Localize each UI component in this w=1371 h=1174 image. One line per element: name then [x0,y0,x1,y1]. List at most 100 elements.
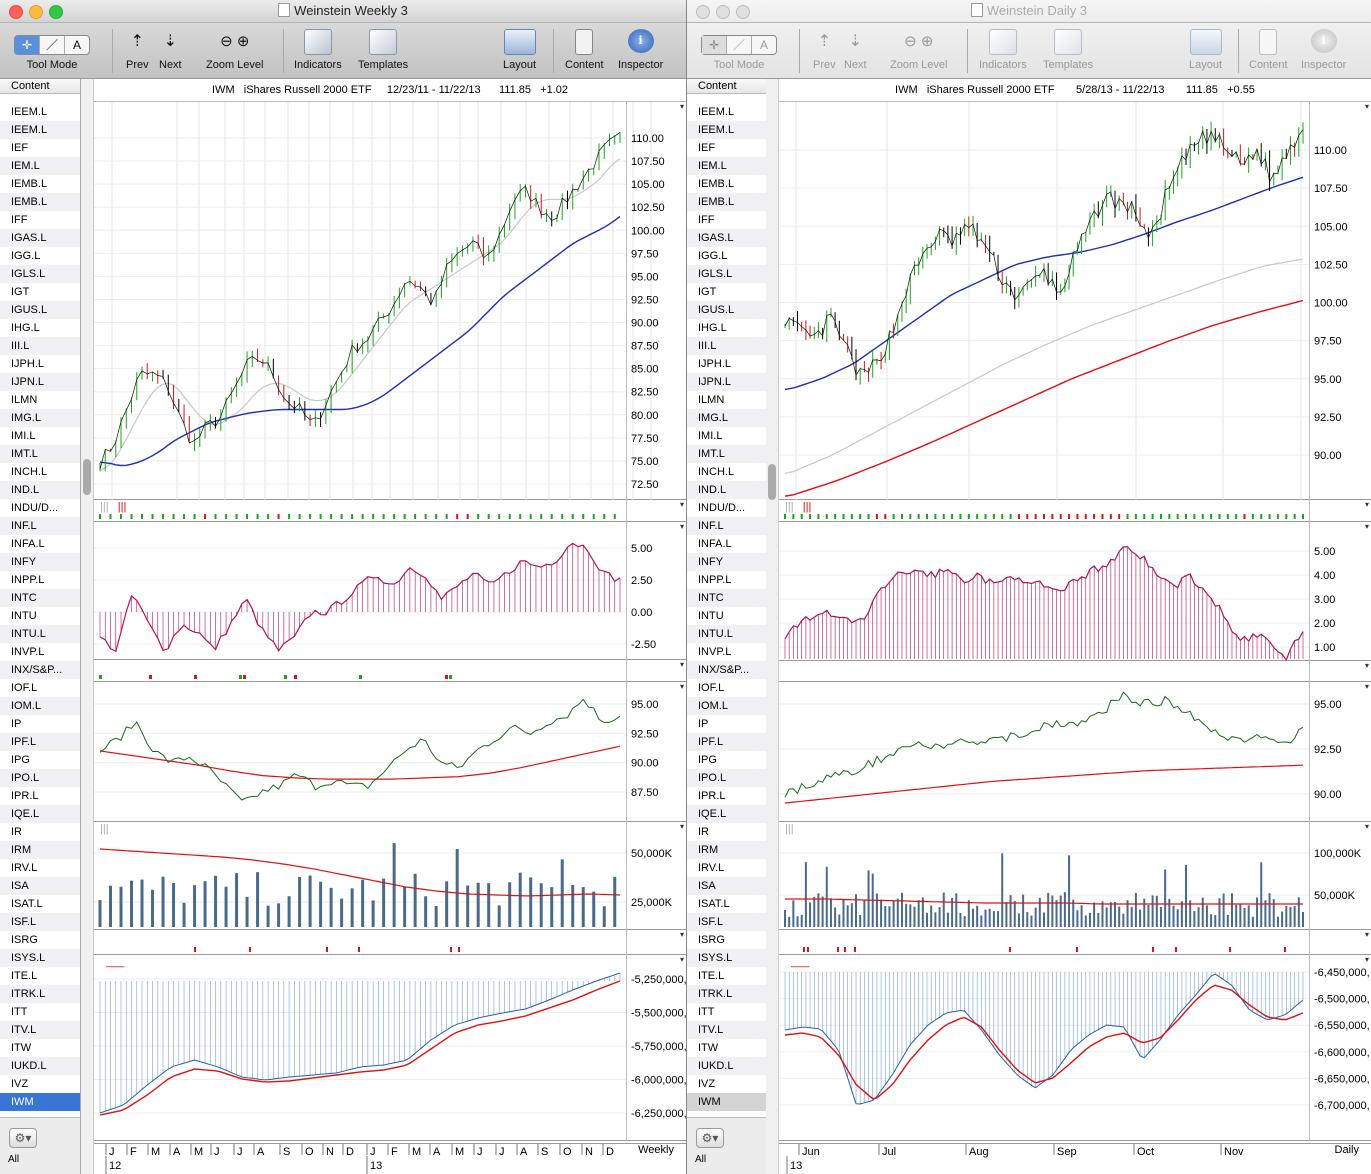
symbol-list-item[interactable]: INPP.L [11,574,45,586]
symbol-list-item[interactable]: III.L [687,337,767,355]
symbol-list-item[interactable]: ITT [11,1006,28,1018]
symbol-list-item[interactable]: IMG.L [687,409,767,427]
zoom-in-icon[interactable]: ⊕ [236,33,250,50]
scroll-thumb[interactable] [83,459,91,495]
symbol-list-item[interactable]: IPO.L [687,769,767,787]
content-button[interactable]: Content [565,29,604,71]
wma-trend-pane[interactable]: ▾ ||| ||| [779,500,1371,522]
symbol-list-item[interactable]: ITW [698,1042,719,1054]
symbol-list-item[interactable]: IVZ [698,1078,716,1090]
pane-menu-icon[interactable]: ▾ [1364,500,1369,509]
symbol-list-item[interactable]: ISYS.L [687,949,767,967]
symbol-list-item[interactable]: ISRG [11,934,38,946]
minimize-window-button[interactable] [29,5,43,19]
zoom-level-control[interactable]: ⊖ ⊕ Zoom Level [206,33,264,71]
symbol-list-item[interactable]: IEEM.L [698,106,735,118]
pane-menu-icon[interactable]: ▾ [679,822,684,831]
symbol-list-item[interactable]: IR [698,826,709,838]
symbol-list[interactable]: IEEM.L IEEM.L IEF IEM.L IEMB.L IEMB.L IFF IGAS.… [0,103,80,1111]
price-pane[interactable]: 110.00 107.50 105.00 102.50 100.00 97.50 95.00… [94,102,686,500]
symbol-list-item[interactable]: ITV.L [0,1021,80,1039]
pane-menu-icon[interactable]: ▾ [1364,102,1369,111]
symbol-list-item[interactable]: ITV.L [687,1021,767,1039]
symbol-list-item[interactable]: IEMB.L [0,193,80,211]
time-axis[interactable]: J F M A M J J A S O N D J F M A M J J A S O N D 12 13 Weekly [94,1143,686,1174]
scroll-thumb[interactable] [768,464,776,500]
symbol-list-item[interactable]: INF.L [687,517,767,535]
pane-menu-icon[interactable]: ▾ [1364,822,1369,831]
indicators-button[interactable]: Indicators [979,29,1027,71]
symbol-list-item[interactable]: IGG.L [698,250,728,262]
symbol-list-item[interactable]: IFF [698,214,715,226]
symbol-list-item[interactable]: INPP.L [698,574,732,586]
line-tool-icon[interactable]: ／ [40,36,65,54]
symbol-list-item[interactable]: IQE.L [687,805,767,823]
symbol-list-item[interactable]: IMI.L [11,430,36,442]
zoom-in-icon[interactable]: ⊕ [920,33,934,50]
periodicity-label[interactable]: Daily [1334,1144,1359,1156]
symbol-list-item[interactable]: IRV.L [698,862,725,874]
tool-mode-control[interactable]: ✛ ／ A Tool Mode [701,29,777,71]
zoom-window-button[interactable] [49,5,63,19]
periodicity-label[interactable]: Weekly [638,1144,674,1156]
volume-pane[interactable]: 50,000K 25,000K ▾ ||| [94,822,686,930]
pane-menu-icon[interactable]: ▾ [1364,661,1369,670]
zoom-out-icon[interactable]: ⊖ [904,33,917,50]
next-button[interactable]: ⇣ Next [844,29,867,71]
symbol-list-item[interactable]: IQE.L [0,805,80,823]
symbol-list-item[interactable]: III.L [0,337,80,355]
symbol-list-item[interactable]: ITE.L [698,970,725,982]
symbol-list-item[interactable]: IPF.L [687,733,767,751]
symbol-list-item[interactable]: ISF.L [687,913,767,931]
symbol-list-item[interactable]: INDU/D... [11,502,59,514]
zoom-level-control[interactable]: ⊖ ⊕ Zoom Level [890,33,948,71]
symbol-list[interactable]: IEEM.L IEEM.L IEF IEM.L IEMB.L IEMB.L IFF IGAS.… [687,103,767,1111]
pane-menu-icon[interactable]: ▾ [679,102,684,111]
symbol-list-item[interactable]: IEF [11,142,29,154]
symbol-list-item[interactable]: IEEM.L [11,106,48,118]
symbol-list-item[interactable]: INFA.L [11,538,45,550]
prev-button[interactable]: ⇡ Prev [813,29,836,71]
symbol-list-item[interactable]: IGT [11,286,30,298]
symbol-list-item[interactable]: ISF.L [0,913,80,931]
text-tool-icon[interactable]: A [759,38,768,52]
symbol-list-item[interactable]: IMT.L [687,445,767,463]
prev-button[interactable]: ⇡ Prev [126,29,149,71]
symbol-list-item[interactable]: ITRK.L [0,985,80,1003]
symbol-list-item[interactable]: ISA [687,877,767,895]
symbol-list-item[interactable]: IGAS.L [0,229,80,247]
templates-button[interactable]: Templates [1043,29,1093,71]
symbol-list-item[interactable]: IEMB.L [687,193,767,211]
symbol-list-item[interactable]: IMT.L [0,445,80,463]
symbol-list-item[interactable]: IEF [698,142,716,154]
symbol-list-item[interactable]: INDU/D... [698,502,746,514]
chart-window-weekly[interactable]: Weinstein Weekly 3 ✛ ／ A Tool Mode ⇡ Prev … [0,0,687,1174]
rs-crossover-pane[interactable]: ▾ [779,661,1371,682]
inspector-button[interactable]: i Inspector [618,29,663,71]
price-pane[interactable]: 110.00 107.50 105.00 102.50 100.00 97.50 95.00… [779,102,1371,500]
relperf-baseline-pane[interactable]: 5.00 4.00 3.00 2.00 1.00 ▾ [779,522,1371,661]
symbol-list-item[interactable]: IMI.L [698,430,723,442]
time-axis[interactable]: Jun Jul Aug Sep Oct Nov 13 Daily [779,1143,1371,1174]
close-window-button[interactable] [9,5,23,19]
symbol-list-item[interactable]: IEEM.L [0,121,80,139]
symbol-list-item[interactable]: INCH.L [11,466,48,478]
minimize-window-button[interactable] [716,5,730,19]
symbol-list-item[interactable]: IPF.L [0,733,80,751]
chart-area[interactable]: IWM iShares Russell 2000 ETF 5/28/13 - 1… [779,79,1371,1174]
templates-button[interactable]: Templates [358,29,408,71]
zoom-window-button[interactable] [736,5,750,19]
symbol-list-item[interactable]: IEMB.L [698,178,735,190]
symbol-list-item[interactable]: INTC [0,589,80,607]
symbol-list-item[interactable]: IWM [687,1093,767,1111]
symbol-list-item[interactable]: INFA.L [698,538,732,550]
force-signal-pane[interactable]: ▾ [779,930,1371,955]
symbol-list-item[interactable]: IFF [11,214,28,226]
symbol-list-item[interactable]: IRM [0,841,80,859]
symbol-list-item[interactable]: IND.L [0,481,80,499]
symbol-list-item[interactable]: IOM.L [0,697,80,715]
symbol-list-item[interactable]: IRM [687,841,767,859]
symbol-list-item[interactable]: IGG.L [11,250,41,262]
symbol-list-item[interactable]: INTC [687,589,767,607]
symbol-list-item[interactable]: IND.L [687,481,767,499]
